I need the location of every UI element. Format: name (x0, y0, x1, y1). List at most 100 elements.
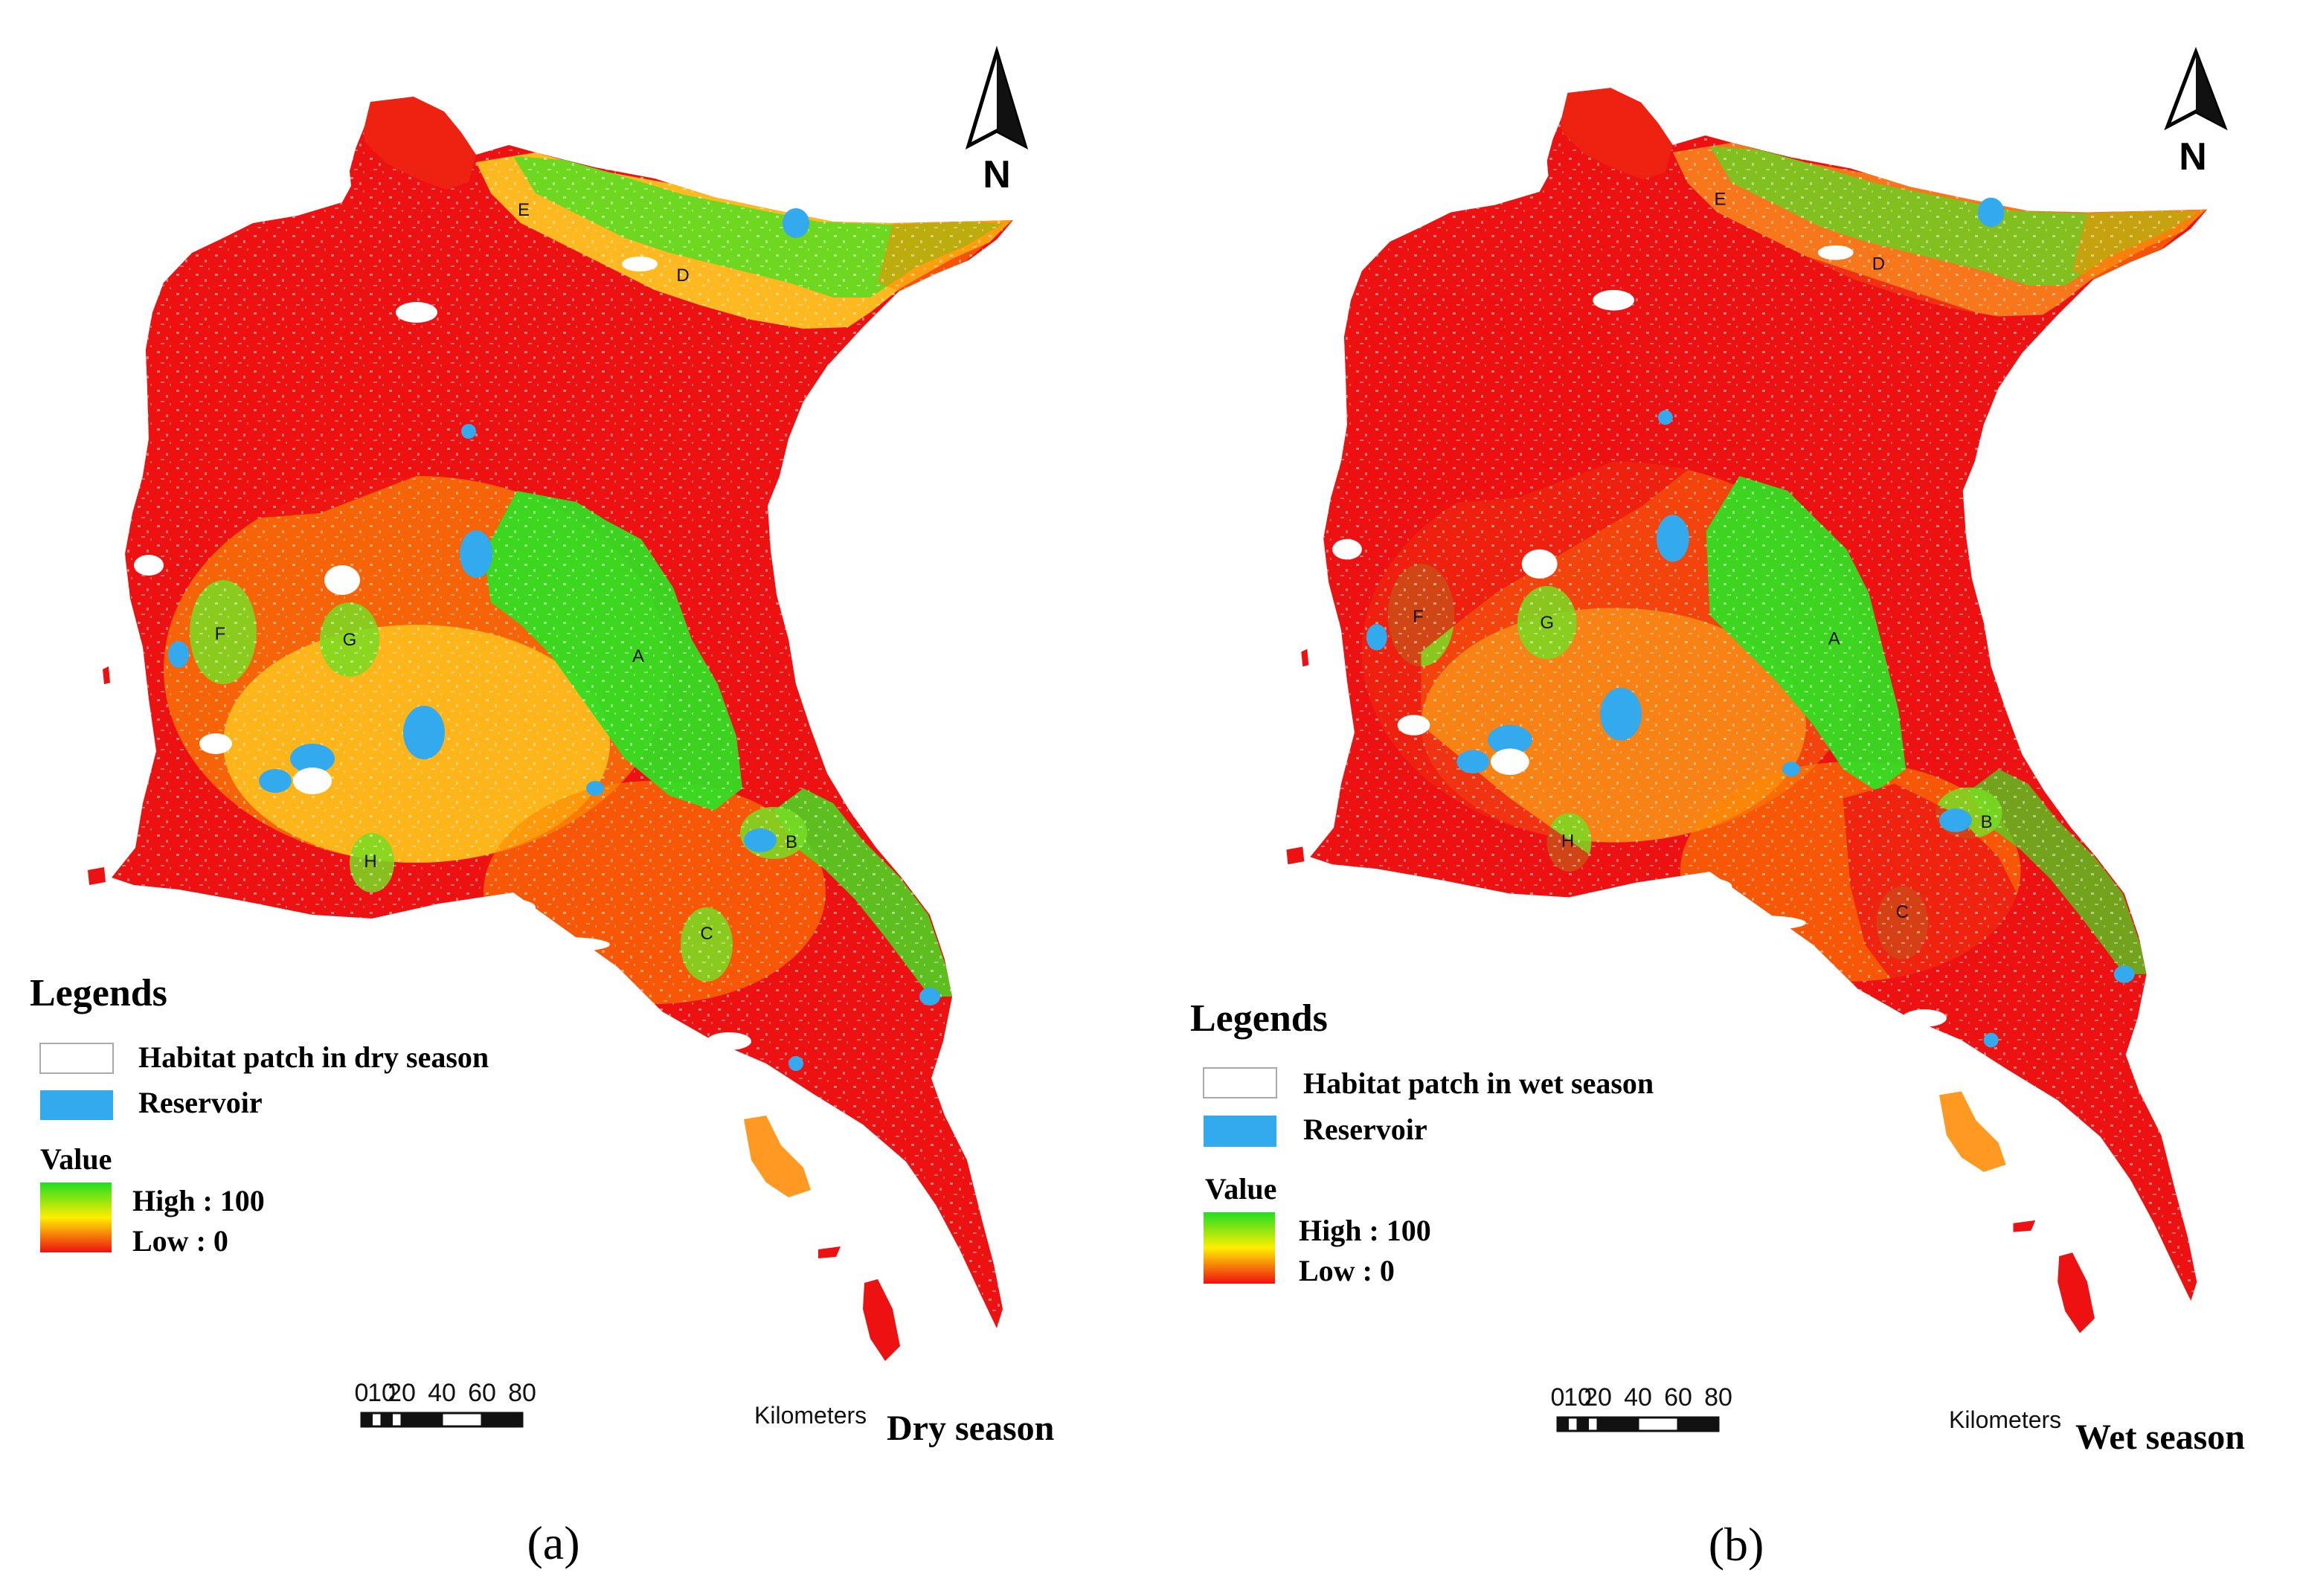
area-label-f: F (1413, 607, 1424, 627)
habitat-patch (1300, 747, 1321, 791)
area-label-c: C (700, 924, 713, 944)
legend: Legends Habitat patch in wet season Rese… (1190, 997, 1654, 1287)
island (744, 1116, 811, 1197)
area-label-b: B (1981, 812, 1993, 832)
scale-tick-label: 80 (508, 1379, 536, 1407)
low-label: Low : 0 (132, 1224, 228, 1258)
reservoir (460, 530, 492, 578)
north-label: N (983, 153, 1011, 196)
habitat-patch (134, 555, 164, 576)
reservoir (403, 706, 445, 759)
habitat-patch (199, 733, 232, 754)
suitability-zones (112, 97, 1013, 1328)
scale-tick-label: 20 (1584, 1383, 1612, 1412)
habitat-patch (736, 1071, 766, 1086)
reservoir (586, 781, 604, 796)
scale-segment (391, 1412, 403, 1428)
area-labels: A B C D E F G H (215, 200, 797, 944)
reservoir (1782, 762, 1800, 776)
scale-unit: Kilometers (1949, 1406, 2061, 1433)
island (1301, 649, 1309, 667)
reservoirs (1366, 197, 2135, 1048)
habitat-patch (1932, 1047, 1962, 1063)
scale-tick-label: 60 (1664, 1383, 1692, 1412)
area-label-g: G (343, 630, 357, 650)
habitat-patch (1521, 549, 1558, 579)
scale-tick-label: 80 (1704, 1383, 1732, 1412)
area-label-a: A (632, 646, 644, 666)
habitat-patch (293, 768, 332, 794)
reservoir (919, 988, 940, 1005)
scale-tick-label: 10 (367, 1379, 396, 1407)
reservoir (1366, 624, 1387, 651)
island (103, 666, 110, 684)
habitat-label: Habitat patch in dry season (138, 1040, 489, 1074)
north-arrow: N (965, 45, 1029, 196)
scale-segment (370, 1412, 383, 1428)
reservoir (290, 744, 335, 773)
scale-segment (1556, 1416, 1569, 1432)
reservoir-swatch (40, 1090, 113, 1120)
habitat-patch (521, 937, 610, 952)
reservoir (1656, 515, 1689, 562)
area-label-d: D (676, 266, 689, 286)
scale-segment (1636, 1416, 1680, 1432)
reservoir (259, 769, 292, 793)
suitability-zones (1310, 88, 2208, 1301)
island (2013, 1220, 2036, 1232)
scale-segment (1576, 1416, 1589, 1432)
scale-segment (481, 1412, 524, 1428)
scale-unit: Kilometers (754, 1402, 867, 1429)
legend-title: Legends (30, 972, 167, 1014)
scale-tick-label: 10 (1564, 1383, 1592, 1412)
habitat-patch (101, 766, 122, 811)
area-label-e: E (1714, 190, 1726, 210)
scale-segment (440, 1412, 484, 1428)
legend: Legends Habitat patch in dry season Rese… (30, 972, 489, 1258)
caption: (b) (1709, 1518, 1764, 1571)
map-area (88, 97, 1013, 1361)
habitat-patch (1717, 916, 1806, 930)
islands (88, 666, 900, 1361)
habitat-patches (1300, 245, 1962, 1063)
reservoir-swatch (1204, 1116, 1276, 1147)
habitat-patches (101, 257, 766, 1086)
fragment-texture (112, 97, 1013, 1328)
scale-segment (360, 1412, 373, 1428)
area-label-f: F (215, 624, 226, 644)
area-label-c: C (1896, 902, 1909, 922)
island (2058, 1252, 2095, 1333)
area-label-h: H (1561, 831, 1574, 852)
habitat-patch (1332, 538, 1362, 560)
reservoir (2113, 965, 2135, 983)
area-label-h: H (364, 852, 376, 872)
high-label: High : 100 (132, 1184, 265, 1217)
value-gradient (1204, 1212, 1275, 1284)
reservoir (1600, 687, 1642, 741)
scale-segment (1567, 1416, 1579, 1432)
reservoir (788, 1056, 803, 1071)
reservoirs (168, 208, 940, 1071)
area-label-e: E (518, 200, 530, 220)
habitat-patch (324, 565, 360, 595)
low-label: Low : 0 (1299, 1254, 1395, 1287)
island (1939, 1091, 2006, 1172)
island (818, 1246, 841, 1258)
scale-tick-label: 60 (468, 1379, 496, 1407)
value-gradient (40, 1182, 112, 1252)
scale-segment (1677, 1416, 1720, 1432)
scale-segment (380, 1412, 393, 1428)
reservoir (461, 424, 476, 439)
reservoir (744, 828, 777, 852)
habitat-patch (1902, 1009, 1947, 1027)
reservoir (783, 208, 809, 238)
panel-b: A B C D E F G H N Legends Habitat patch in wet … (1190, 46, 2245, 1571)
legend-title: Legends (1190, 997, 1328, 1040)
scale-segment (1587, 1416, 1599, 1432)
habitat-label: Habitat patch in wet season (1303, 1066, 1654, 1100)
reservoir (1657, 410, 1673, 425)
area-label-b: B (786, 832, 797, 852)
scale-tick-label: 40 (1624, 1383, 1652, 1412)
scale-tick-label: 40 (428, 1379, 456, 1407)
